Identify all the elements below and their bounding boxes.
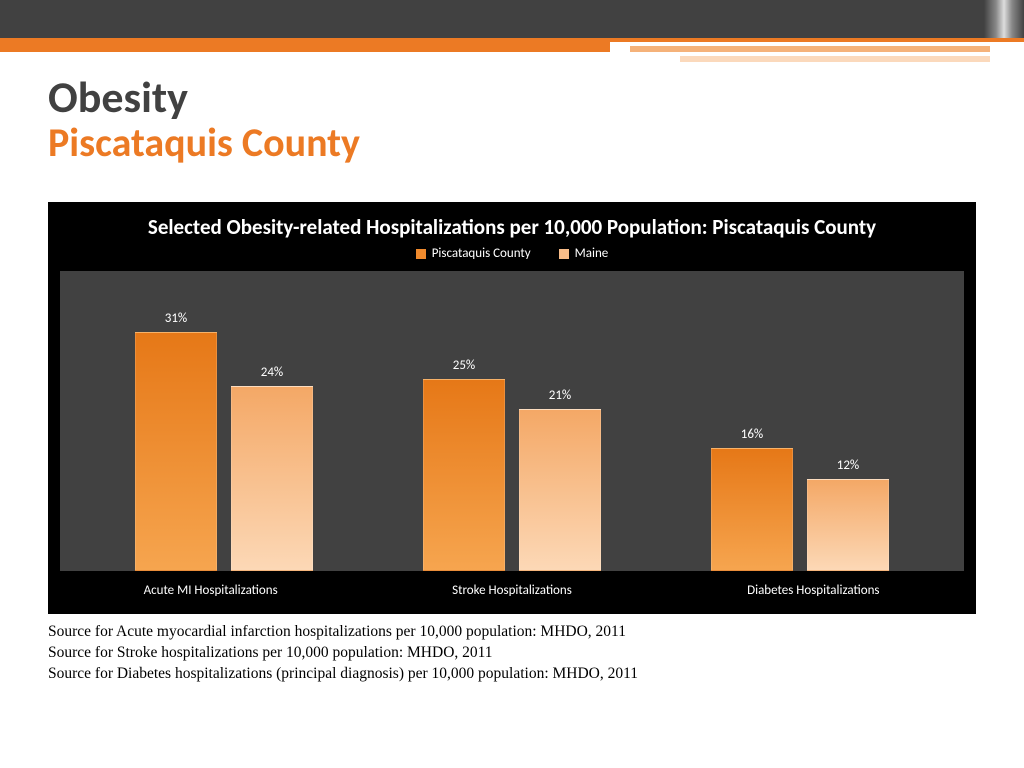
chart-plot-area: 31% 24% 25% 21% 16% 12% — [60, 271, 964, 571]
heading-block: Obesity Piscataquis County — [0, 48, 1024, 164]
bar-wrap: 16% — [711, 271, 793, 571]
bar — [231, 386, 313, 571]
accent-stripe — [0, 38, 1024, 48]
accent-thick-bar — [0, 42, 610, 52]
bar-wrap: 24% — [231, 271, 313, 571]
bar-wrap: 12% — [807, 271, 889, 571]
accent-fade-bar-1 — [630, 46, 990, 52]
legend-label: Piscataquis County — [432, 246, 531, 261]
bar — [423, 379, 505, 572]
bar-value-label: 25% — [453, 358, 475, 373]
bar-wrap: 21% — [519, 271, 601, 571]
chart-x-axis: Acute MI HospitalizationsStroke Hospital… — [60, 575, 964, 608]
bar-value-label: 21% — [549, 388, 571, 403]
chart-title: Selected Obesity-related Hospitalization… — [48, 214, 976, 240]
slide-top-bar — [0, 0, 1024, 38]
bar-wrap: 25% — [423, 271, 505, 571]
page-subtitle: Piscataquis County — [48, 122, 1024, 164]
bar-wrap: 31% — [135, 271, 217, 571]
legend-swatch — [559, 249, 569, 259]
chart-legend: Piscataquis County Maine — [48, 246, 976, 261]
bar — [135, 332, 217, 571]
legend-swatch — [416, 249, 426, 259]
x-axis-label: Stroke Hospitalizations — [361, 575, 662, 608]
chart-container: Selected Obesity-related Hospitalization… — [48, 202, 976, 614]
bar — [519, 409, 601, 571]
legend-item: Piscataquis County — [416, 246, 531, 261]
bar-group: 16% 12% — [656, 271, 944, 571]
bar-group: 25% 21% — [368, 271, 656, 571]
source-line: Source for Stroke hospitalizations per 1… — [48, 643, 976, 664]
accent-fade-bar-2 — [680, 56, 990, 62]
x-axis-label: Diabetes Hospitalizations — [663, 575, 964, 608]
bar-value-label: 12% — [837, 458, 859, 473]
legend-item: Maine — [559, 246, 609, 261]
bar — [711, 448, 793, 571]
bar-value-label: 31% — [165, 311, 187, 326]
source-notes: Source for Acute myocardial infarction h… — [48, 622, 976, 685]
bar-group: 31% 24% — [80, 271, 368, 571]
legend-label: Maine — [575, 246, 609, 261]
x-axis-label: Acute MI Hospitalizations — [60, 575, 361, 608]
bar-value-label: 16% — [741, 427, 763, 442]
source-line: Source for Acute myocardial infarction h… — [48, 622, 976, 643]
bar — [807, 479, 889, 572]
bar-value-label: 24% — [261, 365, 283, 380]
source-line: Source for Diabetes hospitalizations (pr… — [48, 664, 976, 685]
page-title: Obesity — [48, 74, 1024, 120]
top-bar-gradient-edge — [984, 0, 1024, 38]
